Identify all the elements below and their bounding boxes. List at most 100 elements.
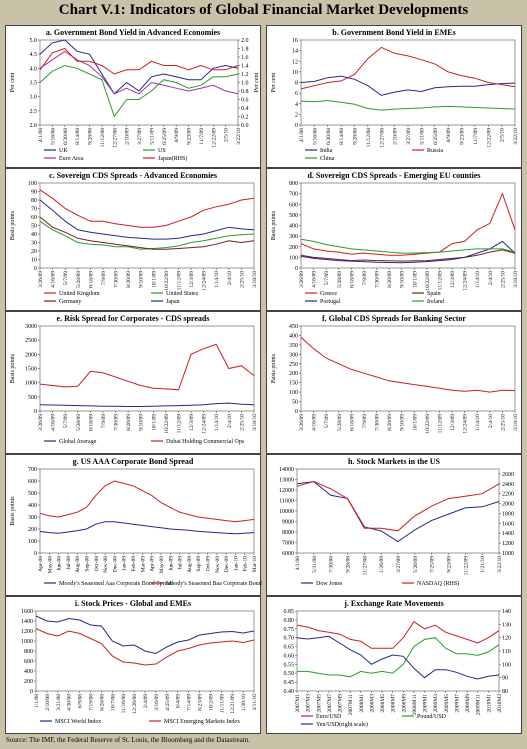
y2-tick-label: 1.8 xyxy=(241,47,249,53)
x-tick-label: Jan-09 xyxy=(122,556,128,571)
x-tick-label: 11/12/09 xyxy=(176,271,182,291)
panel-c: c. Sovereign CDS Spreads - Advanced Econ… xyxy=(5,168,261,311)
plot-area xyxy=(296,610,500,692)
x-tick-label: 5/28/09 xyxy=(76,271,82,288)
x-tick-label: 6/18/09 xyxy=(349,271,355,288)
x-tick-label: 2/4/10 xyxy=(488,414,494,428)
y-tick-label: 12 xyxy=(292,59,298,65)
x-tick-label: 4/25/09 xyxy=(165,694,171,711)
x-tick-label: 7/30/09 xyxy=(114,414,120,431)
y-tick-label: 500 xyxy=(28,491,37,497)
x-tick-label: 7/19/08 xyxy=(89,694,95,711)
x-tick-label: 2007M3 xyxy=(306,694,312,713)
x-tick-label: 1/30/10 xyxy=(241,694,247,711)
x-tick-label: 2009M7 xyxy=(454,694,460,713)
y-tick-label: 1000 xyxy=(25,381,37,387)
y2-tick-label: 0.4 xyxy=(241,106,249,112)
plot-area xyxy=(39,39,239,126)
x-tick-label: 2/10/09 xyxy=(125,128,131,145)
x-tick-label: 1/1/08 xyxy=(34,694,40,708)
y-tick-label: 10 xyxy=(292,70,298,76)
y-tick-label: 400 xyxy=(28,503,37,509)
x-tick-label: 9/10/09 xyxy=(400,271,406,288)
chart-title-c: c. Sovereign CDS Spreads - Advanced Econ… xyxy=(49,171,217,180)
x-tick-label: 3/16/09 xyxy=(154,694,160,711)
chart-i: 0 200 400 600 800 1000 1200 1400 1600 1/1/08 2/10/… xyxy=(21,609,258,725)
y-tick-label: 11000 xyxy=(279,499,294,505)
y2-tick-label: 2400 xyxy=(502,482,514,488)
series-line-i-0 xyxy=(35,615,255,655)
x-tick-label: 8/28/08 xyxy=(99,694,105,711)
x-tick-label: 5/16/08 xyxy=(312,128,318,145)
y2-tick-label: 110 xyxy=(502,649,511,655)
y2-tick-label: 2.0 xyxy=(241,38,249,44)
y-tick-label: 80 xyxy=(31,198,37,204)
x-tick-label: 3/21/08 xyxy=(56,694,62,711)
y-tick-label: 600 xyxy=(24,659,33,665)
y-tick-label: 50 xyxy=(31,224,37,230)
y-tick-label: 6000 xyxy=(282,551,294,557)
x-tick-label: 6/4/09 xyxy=(176,694,182,708)
x-tick-label: 2008M3 xyxy=(369,694,375,713)
x-tick-label: 11/7/09 xyxy=(199,128,205,145)
x-tick-label: 8/20/09 xyxy=(387,414,393,431)
x-tick-label: Apr-09 xyxy=(150,556,156,572)
x-tick-label: 2/25/10 xyxy=(239,414,245,431)
x-tick-label: Aug-09 xyxy=(187,556,193,573)
y-tick-label: 0.75 xyxy=(284,627,295,633)
x-tick-label: 2/25/10 xyxy=(500,271,506,288)
series-line-a-0 xyxy=(39,39,239,95)
y-tick-label: 9000 xyxy=(282,520,294,526)
legend-label: US xyxy=(158,148,166,154)
legend-label: UK xyxy=(59,148,68,154)
y2-tick-label: 130 xyxy=(502,622,511,628)
y2-tick-label: 1.4 xyxy=(241,64,249,70)
y-axis-label: Basis points xyxy=(271,210,277,240)
chart-j: 0.40 0.45 0.50 0.55 0.60 0.65 0.70 0.75 0.80 0.85… xyxy=(284,609,512,728)
series-line-d-3 xyxy=(300,238,516,254)
x-tick-label: Sep-08 xyxy=(85,556,91,572)
x-tick-label: 2/5/10 xyxy=(224,128,230,142)
y2-tick-label: 1200 xyxy=(502,541,514,547)
series-line-b-2 xyxy=(300,100,516,111)
y-tick-label: 0 xyxy=(295,123,298,129)
chart-title-h: h. Stock Markets in the US xyxy=(347,457,440,466)
series-line-c-0 xyxy=(39,189,255,228)
y-tick-label: 0 xyxy=(34,266,37,272)
series-line-d-0 xyxy=(300,192,516,256)
y-tick-label: 200 xyxy=(24,679,33,685)
y2-tick-label: 0.2 xyxy=(241,115,249,121)
y-tick-label: 2.5 xyxy=(30,109,38,115)
y-axis-label: Per cent xyxy=(271,72,277,92)
panel-d: d. Sovereign CDS Spreads - Emerging EU c… xyxy=(266,168,522,311)
y-tick-label: 100 xyxy=(28,181,37,187)
series-line-b-0 xyxy=(300,75,516,96)
x-tick-label: 9/28/08 xyxy=(353,128,359,145)
x-tick-label: 2010M3 xyxy=(497,694,503,713)
x-tick-label: Sep-09 xyxy=(196,556,202,572)
y2-tick-label: 2200 xyxy=(502,492,514,498)
series-line-h-0 xyxy=(296,481,500,543)
y2-tick-label: 1600 xyxy=(502,521,514,527)
chart-a: 2.0 2.5 3.0 3.5 4.0 4.5 5.0 0.0 0.2 0.4 0.6 0.8 1.0 1… xyxy=(10,38,260,162)
y2-axis-label: Per cent xyxy=(254,72,260,92)
legend-label: Dubai Holding Commercial Ops xyxy=(166,439,245,445)
x-tick-label: 8/14/08 xyxy=(339,128,345,145)
x-tick-label: 3/27/09 xyxy=(406,128,412,145)
x-tick-label: Aug-08 xyxy=(75,556,81,573)
plot-area xyxy=(39,468,255,554)
y-axis-label: Basis points xyxy=(10,353,16,383)
y-tick-label: 4 xyxy=(295,102,298,108)
x-tick-label: 11/22/09 xyxy=(463,556,469,576)
series-line-a-3 xyxy=(39,47,239,75)
y-tick-label: 200 xyxy=(289,245,298,251)
x-tick-label: 12/24/09 xyxy=(463,271,469,291)
legend-label: United Kingdom xyxy=(59,291,100,297)
legend-label: Euro Area xyxy=(59,156,84,162)
x-tick-label: 3/18/10 xyxy=(252,414,258,431)
y2-tick-label: 140 xyxy=(502,609,511,615)
y-tick-label: 1000 xyxy=(21,639,33,645)
x-tick-label: 8/14/08 xyxy=(75,128,81,145)
legend-label: Germany xyxy=(59,299,81,305)
y-tick-label: 300 xyxy=(289,234,298,240)
